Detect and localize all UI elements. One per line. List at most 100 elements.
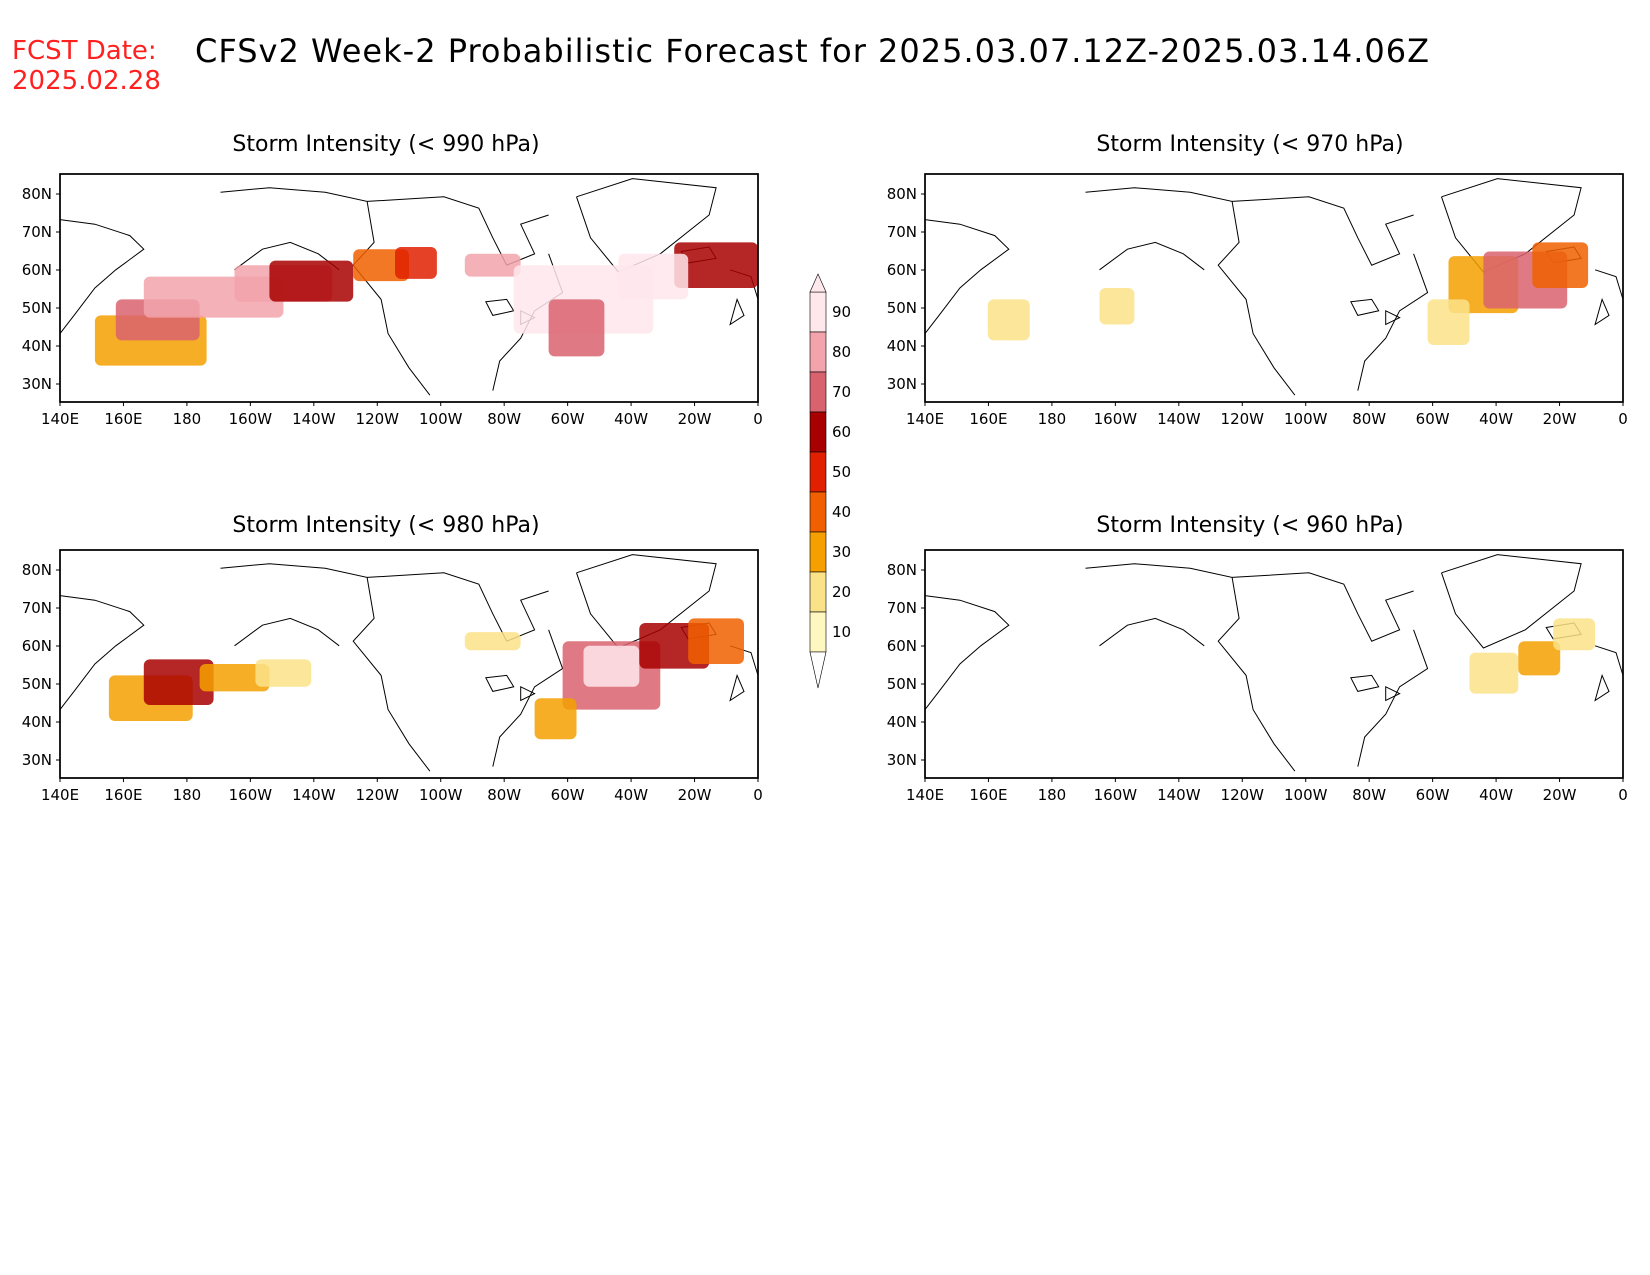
lon-tick-label: 160E xyxy=(969,410,1007,428)
coastline xyxy=(1357,629,1429,767)
probability-shading xyxy=(464,632,521,651)
lon-tick-label: 60W xyxy=(1416,410,1450,428)
colorbar-level-label: 60 xyxy=(832,423,851,441)
lat-tick-label: 80N xyxy=(22,561,52,579)
lon-tick-label: 160E xyxy=(969,786,1007,804)
probability-shading xyxy=(1518,641,1561,676)
lat-tick-label: 40N xyxy=(22,713,52,731)
colorbar-bottom-arrow xyxy=(809,651,827,689)
coastline xyxy=(1085,187,1296,396)
probability-shading xyxy=(534,698,577,740)
lat-tick-label: 70N xyxy=(22,599,52,617)
coastline xyxy=(1594,645,1624,702)
coastline xyxy=(1594,269,1624,326)
coastline xyxy=(1085,563,1296,772)
coastline xyxy=(1232,196,1414,266)
lat-tick-label: 70N xyxy=(22,223,52,241)
lon-tick-label: 100W xyxy=(1284,410,1328,428)
coastline xyxy=(1441,554,1582,649)
lon-tick-label: 140W xyxy=(292,410,336,428)
lon-tick-label: 60W xyxy=(1416,786,1450,804)
lat-tick-label: 60N xyxy=(22,637,52,655)
panel-title-970: Storm Intensity (< 970 hPa) xyxy=(1096,132,1404,157)
lon-tick-label: 40W xyxy=(614,410,648,428)
map-frame-outline xyxy=(924,173,1624,403)
lon-tick-label: 20W xyxy=(1543,410,1577,428)
probability-shading xyxy=(548,299,605,357)
probability-shading xyxy=(464,253,521,277)
colorbar-level-label: 90 xyxy=(832,303,851,321)
coastline xyxy=(1385,309,1401,326)
probability-shading xyxy=(1427,299,1470,345)
lat-tick-label: 70N xyxy=(887,223,917,241)
lat-tick-label: 50N xyxy=(22,299,52,317)
lon-tick-label: 140E xyxy=(41,786,79,804)
lon-tick-label: 140E xyxy=(906,786,944,804)
map-frame-outline xyxy=(924,549,1624,779)
coastline xyxy=(234,617,340,647)
lon-tick-label: 160W xyxy=(1094,410,1138,428)
probability-shading xyxy=(143,659,214,705)
colorbar-level-label: 10 xyxy=(832,623,851,641)
lat-tick-label: 80N xyxy=(22,185,52,203)
main-title: CFSv2 Week-2 Probabilistic Forecast for … xyxy=(195,32,1431,70)
coastline xyxy=(59,595,145,710)
lat-tick-label: 30N xyxy=(22,751,52,769)
probability-shading xyxy=(674,242,758,288)
colorbar-swatch xyxy=(809,331,827,373)
map-panel-p970: 80N 70N 60N 50N 40N 30N 140E 160E 180 160W 140W 120… xyxy=(887,173,1628,428)
colorbar-level-label: 40 xyxy=(832,503,851,521)
lon-tick-label: 0 xyxy=(1618,786,1628,804)
lon-tick-label: 60W xyxy=(551,410,585,428)
lon-tick-label: 40W xyxy=(1479,786,1513,804)
lon-tick-label: 80W xyxy=(487,786,521,804)
probability-shading xyxy=(987,299,1030,341)
map-frame-outline xyxy=(59,173,759,403)
probability-shading xyxy=(688,618,744,664)
lon-tick-label: 0 xyxy=(753,786,763,804)
coastline xyxy=(924,595,1010,710)
coastline xyxy=(220,563,431,772)
coastline xyxy=(59,219,145,334)
lon-tick-label: 140W xyxy=(1157,786,1201,804)
colorbar-swatch xyxy=(809,531,827,573)
coastline xyxy=(1350,674,1380,692)
lon-tick-label: 20W xyxy=(678,786,712,804)
panel-title-960: Storm Intensity (< 960 hPa) xyxy=(1096,513,1404,538)
lat-tick-label: 30N xyxy=(887,375,917,393)
coastline xyxy=(576,554,717,649)
lon-tick-label: 40W xyxy=(1479,410,1513,428)
colorbar-level-label: 50 xyxy=(832,463,851,481)
lon-tick-label: 100W xyxy=(419,786,463,804)
lon-tick-label: 140E xyxy=(41,410,79,428)
lon-tick-label: 140E xyxy=(906,410,944,428)
forecast-date-block: FCST Date: 2025.02.28 xyxy=(12,36,161,96)
probability-shading xyxy=(1532,242,1589,288)
lon-tick-label: 0 xyxy=(753,410,763,428)
probability-shading xyxy=(255,659,312,687)
lon-tick-label: 20W xyxy=(1543,786,1577,804)
lon-tick-label: 100W xyxy=(1284,786,1328,804)
lat-tick-label: 30N xyxy=(887,751,917,769)
coastline xyxy=(234,241,340,271)
lon-tick-label: 160W xyxy=(229,410,273,428)
colorbar-level-label: 80 xyxy=(832,343,851,361)
lon-tick-label: 0 xyxy=(1618,410,1628,428)
colorbar-top-arrow xyxy=(809,273,827,293)
forecast-date-label: FCST Date: xyxy=(12,36,157,66)
lat-tick-label: 60N xyxy=(22,261,52,279)
probability-shading xyxy=(395,247,437,279)
lat-tick-label: 60N xyxy=(887,261,917,279)
coastline xyxy=(485,674,515,692)
colorbar-level-label: 30 xyxy=(832,543,851,561)
colorbar-swatch xyxy=(809,491,827,533)
lat-tick-label: 60N xyxy=(887,637,917,655)
coastline xyxy=(576,178,717,273)
forecast-date-value: 2025.02.28 xyxy=(12,66,161,96)
lon-tick-label: 120W xyxy=(1221,786,1265,804)
lon-tick-label: 160W xyxy=(229,786,273,804)
colorbar: 90 80 70 60 50 40 30 20 10 xyxy=(809,273,851,689)
probability-shading xyxy=(1469,652,1519,694)
lon-tick-label: 80W xyxy=(487,410,521,428)
